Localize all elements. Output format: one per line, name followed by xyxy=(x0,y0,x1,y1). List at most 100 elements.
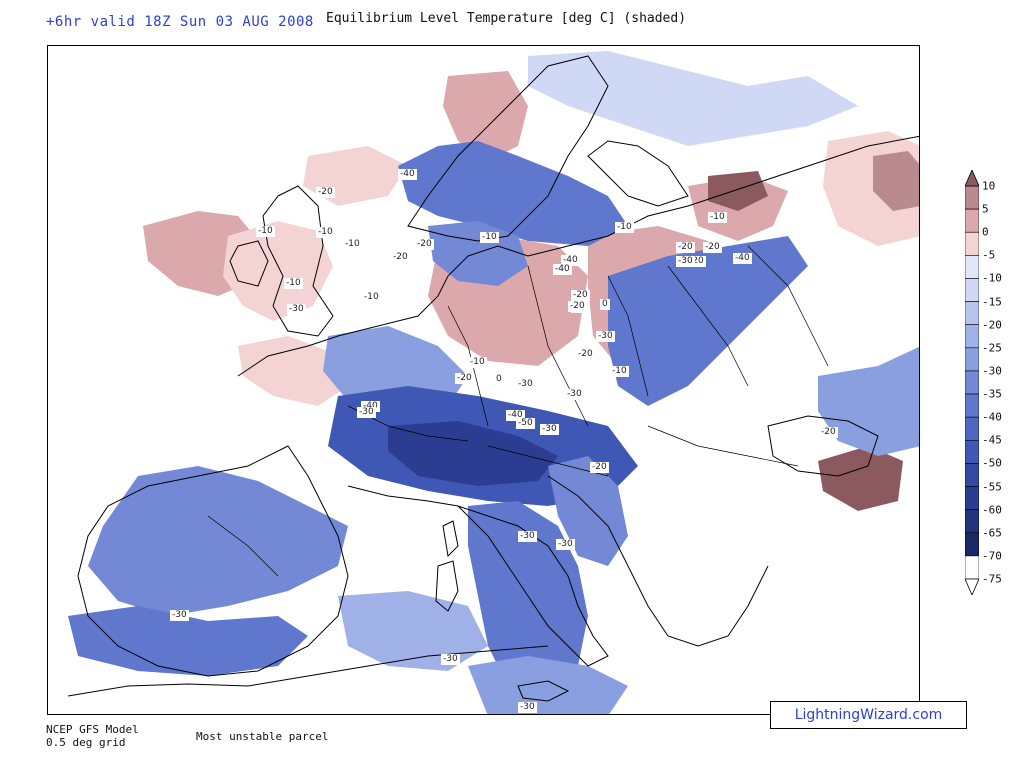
contour-label: -40 xyxy=(553,264,572,275)
colorbar-cell xyxy=(965,555,979,580)
map-title: Equilibrium Level Temperature [deg C] (s… xyxy=(326,11,687,26)
contour-label: -30 xyxy=(540,424,559,435)
colorbar-cell xyxy=(965,185,979,210)
contour-label: -20 xyxy=(455,373,474,384)
contour-label: -20 xyxy=(676,242,695,253)
colorbar-label: -50 xyxy=(982,456,1002,470)
weather-map: -20 -10 -10 -10 -10 -20 -40 -10 -30 -20 … xyxy=(47,45,920,715)
colorbar-label: -40 xyxy=(982,410,1002,424)
colorbar-cell xyxy=(965,509,979,534)
contour-label: -30 xyxy=(170,610,189,621)
contour-label: -50 xyxy=(516,418,535,429)
colorbar-label: -65 xyxy=(982,526,1002,540)
colorbar-cell xyxy=(965,255,979,279)
colorbar-label: -70 xyxy=(982,549,1002,563)
contour-label: -10 xyxy=(343,239,362,250)
contour-label: 0 xyxy=(600,299,610,310)
field-blue-balkans xyxy=(548,456,628,566)
contour-label: -20 xyxy=(415,239,434,250)
coast-sicily xyxy=(517,680,570,702)
contour-label: -10 xyxy=(316,227,335,238)
colorbar-cell xyxy=(965,393,979,418)
contour-label: -10 xyxy=(708,212,727,223)
colorbar-label: -35 xyxy=(982,387,1002,401)
colorbar-label: 10 xyxy=(982,179,996,193)
coast-continent xyxy=(237,135,919,377)
contour-label: 0 xyxy=(494,374,504,385)
coast-uk xyxy=(262,185,334,337)
colorbar-label: -25 xyxy=(982,341,1002,355)
contour-label: -40 xyxy=(733,253,752,264)
field-pink-finland xyxy=(708,171,768,211)
contour-label: -20 xyxy=(819,427,838,438)
colorbar-label: 5 xyxy=(982,202,989,216)
parcel-label: Most unstable parcel xyxy=(196,730,329,743)
colorbar-cell xyxy=(965,301,979,326)
colorbar-label: -75 xyxy=(982,572,1002,586)
contour-label: -10 xyxy=(480,232,499,243)
colorbar-cell xyxy=(965,278,979,302)
contour-label: -30 xyxy=(556,539,575,550)
coast-black-sea xyxy=(767,415,879,477)
contour-label: -10 xyxy=(468,357,487,368)
contour-label: -10 xyxy=(615,222,634,233)
map-canvas xyxy=(67,51,919,714)
field-blue-iberia-south xyxy=(68,606,308,676)
contour-label: -10 xyxy=(256,226,275,237)
colorbar-cell xyxy=(965,208,979,233)
field-pink-ireland-west xyxy=(223,221,333,321)
field-blue-alps-core xyxy=(388,421,558,486)
colorbar-cell xyxy=(965,416,979,441)
colorbar-label: -10 xyxy=(982,271,1002,285)
brand-logo[interactable]: LightningWizard.com xyxy=(770,701,967,729)
coastlines xyxy=(67,55,919,702)
contour-label: -20 xyxy=(590,462,609,473)
colorbar-cell xyxy=(965,347,979,372)
grid-label: 0.5 deg grid xyxy=(46,736,126,749)
contour-label: -30 xyxy=(596,331,615,342)
contour-label: -30 xyxy=(441,654,460,665)
colorbar-cell xyxy=(965,231,979,256)
contour-label: -20 xyxy=(568,301,587,312)
colorbar-label: -60 xyxy=(982,503,1002,517)
colorbar-cell xyxy=(965,486,979,510)
coast-sardinia xyxy=(435,560,459,612)
contour-label: -30 xyxy=(518,531,537,542)
contour-label: -30 xyxy=(518,702,537,713)
contour-label: -30 xyxy=(565,389,584,400)
coast-ireland xyxy=(229,240,269,287)
coast-iberia xyxy=(77,445,349,677)
colorbar-label: -55 xyxy=(982,480,1002,494)
contour-label: -20 xyxy=(391,252,410,263)
contour-label: -10 xyxy=(284,278,303,289)
contour-label: -30 xyxy=(516,379,535,390)
valid-time-label: +6hr valid 18Z Sun 03 AUG 2008 xyxy=(46,14,314,30)
contour-label: -20 xyxy=(703,242,722,253)
contour-label: -20 xyxy=(316,187,335,198)
colorbar-label: -20 xyxy=(982,318,1002,332)
field-blue-belt xyxy=(608,236,808,406)
model-label: NCEP GFS Model xyxy=(46,723,139,736)
field-blue-south xyxy=(468,656,628,714)
contour-label: -30 xyxy=(357,407,376,418)
colorbar-cell xyxy=(965,370,979,395)
contour-label: -30 xyxy=(287,304,306,315)
colorbar-label: -45 xyxy=(982,433,1002,447)
field-brown-turkey xyxy=(818,446,903,511)
contour-label: -40 xyxy=(398,169,417,180)
colorbar xyxy=(965,170,979,595)
contour-label: -40 xyxy=(561,255,580,266)
field-blue-norway xyxy=(398,141,628,246)
field-pink-france-west xyxy=(238,336,348,406)
contour-label: -20 xyxy=(687,256,706,267)
field-blue-north xyxy=(528,51,858,146)
colorbar-label: -15 xyxy=(982,295,1002,309)
contour-label: -10 xyxy=(610,366,629,377)
coast-north-africa xyxy=(67,645,549,697)
contour-label: -40 xyxy=(361,401,380,412)
field-blue-mediterranean xyxy=(338,591,488,671)
coast-baltic xyxy=(587,140,689,207)
colorbar-cell xyxy=(965,439,979,464)
coast-corsica xyxy=(442,520,459,558)
field-blue-east-turkey xyxy=(818,346,919,456)
